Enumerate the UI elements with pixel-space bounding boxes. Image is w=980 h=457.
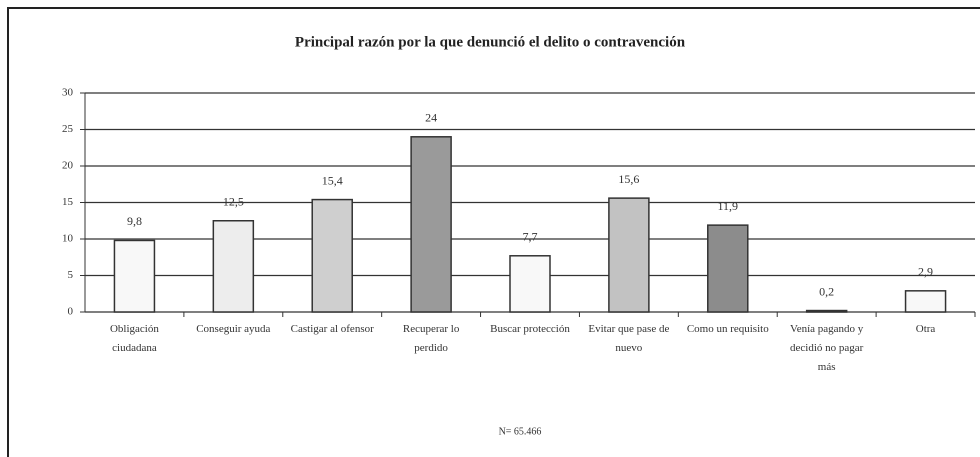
value-label: 7,7 [523,230,538,244]
bar [805,309,848,313]
x-tick-label: Evitar que pase de nuevo [588,323,670,354]
x-tick-label: Recuperar lo perdido [402,323,460,354]
chart-title: Principal razón por la que denunció el d… [295,34,686,50]
bar [311,198,353,313]
bar [509,255,551,313]
bar [113,239,156,313]
bar [212,220,255,313]
x-tick-label: Otra [915,323,936,335]
y-tick-label: 0 [68,306,74,318]
value-label: 0,2 [819,284,834,298]
x-tick-label: Buscar protección [490,323,570,335]
value-label: 15,4 [322,173,343,187]
x-tick-label: Obligación ciudadana [109,323,159,354]
y-tick-label: 25 [62,123,74,135]
y-tick-label: 10 [62,233,74,245]
y-tick-label: 15 [62,196,74,208]
bar [904,290,947,313]
x-tick-label: Castigar al ofensor [290,323,374,335]
frame [7,7,980,457]
value-label: 2,9 [918,265,933,279]
value-label: 9,8 [127,214,142,228]
value-label: 15,6 [618,172,639,186]
value-label: 12,5 [223,195,244,209]
y-tick-label: 30 [62,87,74,99]
note: N= 65.466 [499,426,542,437]
bar [707,224,749,313]
value-label: 24 [425,111,437,125]
y-tick-label: 5 [68,269,74,281]
bar [608,197,650,313]
bar [410,136,452,313]
x-tick-label: Como un requisito [686,323,769,335]
x-tick-label: Conseguir ayuda [196,323,271,335]
value-label: 11,9 [717,199,738,213]
y-tick-label: 20 [62,160,74,172]
x-tick-label: Venía pagando y decidió no pagar más [790,323,864,373]
